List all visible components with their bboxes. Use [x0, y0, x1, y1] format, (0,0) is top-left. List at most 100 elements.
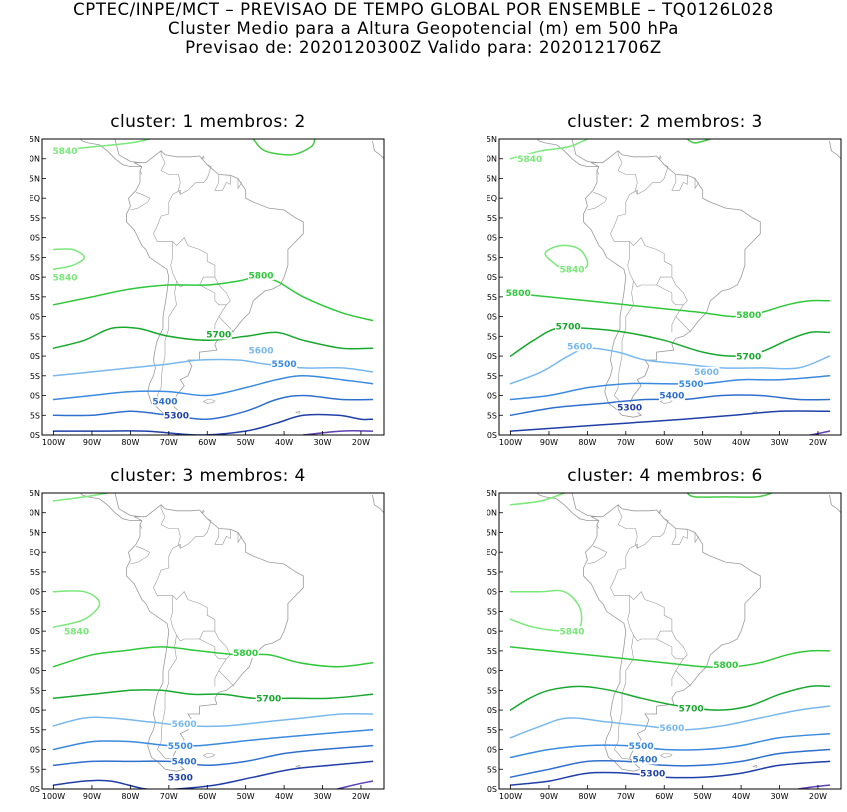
lon-label: 20W: [352, 792, 370, 801]
lon-label: 90W: [83, 792, 101, 801]
country-border: [171, 242, 215, 287]
lat-label: 5S: [30, 568, 40, 577]
contour-label: 5700: [256, 694, 281, 704]
lon-label: 80W: [121, 792, 139, 801]
lon-label: 80W: [578, 792, 596, 801]
lat-label: EQ: [487, 194, 497, 203]
contour-label: 5600: [567, 342, 592, 352]
contour-5200: [303, 431, 372, 435]
panel-title: cluster: 3 membros: 4: [30, 466, 386, 490]
map-plot: 584058005700560055005400530015N10N5NEQ5S…: [30, 490, 390, 812]
contour-label: 5840: [64, 627, 89, 637]
lon-label: 70W: [160, 438, 178, 447]
contour-label: 5600: [694, 368, 719, 378]
contour-5840: [54, 493, 108, 501]
lat-label: 40S: [487, 706, 497, 715]
lat-label: 60S: [487, 785, 497, 794]
contour-5800: [54, 277, 373, 320]
lon-label: 40W: [732, 438, 750, 447]
lat-label: 15N: [30, 136, 40, 144]
contour-5900: [687, 139, 710, 143]
lat-label: 45S: [487, 372, 497, 381]
coastline-central-america: [511, 490, 599, 521]
country-border: [618, 505, 637, 549]
contour-label: 5400: [172, 758, 197, 768]
country-border: [626, 179, 664, 215]
contour-label: 5700: [206, 331, 231, 341]
contour-label: 5500: [168, 742, 193, 752]
map-frame: [42, 139, 384, 435]
lat-label: 50S: [30, 746, 40, 755]
country-border: [626, 533, 664, 569]
lat-label: 10S: [30, 234, 40, 243]
contour-5800: [511, 647, 830, 667]
contour-label: 5500: [679, 380, 704, 390]
coastline-central-america-north: [553, 490, 597, 517]
lon-label: 90W: [540, 792, 558, 801]
country-border: [153, 214, 234, 332]
lat-label: 5S: [487, 214, 497, 223]
contour-label: 5600: [172, 720, 197, 730]
lat-label: 35S: [487, 686, 497, 695]
contour-label: 5800: [249, 271, 274, 281]
lon-label: 60W: [655, 792, 673, 801]
lat-label: 30S: [487, 313, 497, 322]
coastline-africa: [373, 495, 391, 535]
country-border: [618, 151, 637, 195]
island-outline: [203, 400, 215, 404]
contour-layer: [54, 139, 373, 435]
lat-label: 25S: [487, 293, 497, 302]
contour-5800: [511, 293, 830, 317]
coastline-africa: [373, 141, 391, 181]
lat-label: EQ: [487, 548, 497, 557]
country-border: [614, 281, 633, 405]
island-outline: [660, 754, 672, 758]
map-frame: [499, 493, 841, 789]
lat-label: 25S: [487, 647, 497, 656]
lat-label: 60S: [30, 785, 40, 794]
contour-label: 5300: [168, 773, 193, 783]
country-border: [157, 281, 176, 405]
contour-5600: [54, 714, 373, 727]
country-border: [200, 639, 227, 659]
lon-label: 50W: [694, 438, 712, 447]
lat-label: 10N: [30, 155, 40, 164]
island-outline: [659, 510, 662, 513]
contour-label: 5700: [736, 352, 761, 362]
header-title: CPTEC/INPE/MCT – PREVISAO DE TEMPO GLOBA…: [0, 0, 847, 19]
lat-label: 10S: [487, 588, 497, 597]
lat-label: 30S: [487, 667, 497, 676]
lon-label: 20W: [809, 792, 827, 801]
lat-label: 55S: [487, 765, 497, 774]
panel-title: cluster: 1 membros: 2: [30, 112, 386, 136]
contour-label: 5700: [556, 323, 581, 333]
contour-label: 5840: [559, 265, 584, 275]
contour-label: 5700: [679, 704, 704, 714]
country-border: [628, 596, 672, 641]
contour-5500: [54, 730, 373, 750]
island-outline: [203, 754, 215, 758]
lat-label: 5S: [30, 214, 40, 223]
contour-label: 5300: [640, 769, 665, 779]
map-plot: 584058005700560055005400530015N10N5NEQ5S…: [487, 490, 847, 812]
lon-label: 80W: [578, 438, 596, 447]
lat-label: 40S: [30, 706, 40, 715]
country-border: [672, 175, 687, 191]
lat-label: 10N: [30, 509, 40, 518]
header-subtitle: Cluster Medio para a Altura Geopotencial…: [0, 19, 847, 38]
lat-label: 10S: [30, 588, 40, 597]
lat-label: 15S: [487, 607, 497, 616]
lon-label: 30W: [770, 792, 788, 801]
contour-label: 5800: [713, 661, 738, 671]
contour-label: 5600: [249, 346, 274, 356]
coastline-layer: [511, 136, 847, 417]
lat-label: 30S: [30, 667, 40, 676]
contour-label: 5840: [559, 627, 584, 637]
lat-label: 20S: [30, 273, 40, 282]
contour-5400: [54, 396, 373, 420]
lon-label: 30W: [313, 438, 331, 447]
lat-label: 60S: [30, 431, 40, 440]
lon-label: 40W: [732, 792, 750, 801]
